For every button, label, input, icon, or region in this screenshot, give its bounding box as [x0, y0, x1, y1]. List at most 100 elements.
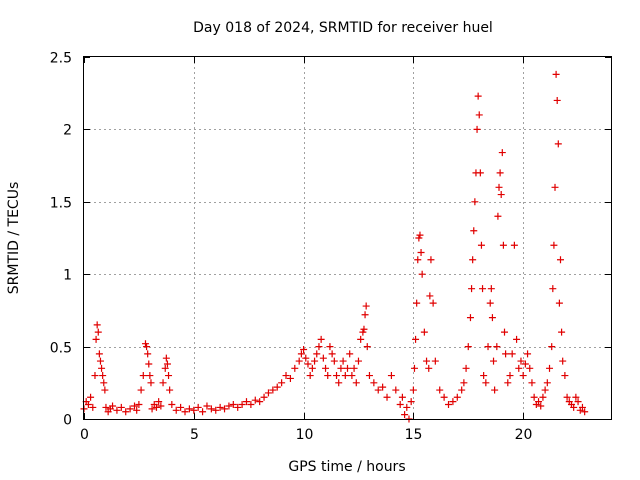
data-point — [494, 212, 502, 220]
data-point — [199, 408, 207, 416]
data-point — [513, 335, 521, 343]
data-point — [504, 379, 512, 387]
data-point — [462, 364, 470, 372]
data-point — [498, 149, 506, 157]
data-point — [333, 372, 341, 380]
data-point — [315, 343, 323, 351]
y-axis-label: SRMTID / TECUs — [6, 182, 22, 295]
data-point — [414, 256, 422, 264]
x-tick-label: 20 — [515, 427, 533, 443]
data-point — [403, 403, 411, 411]
data-point — [374, 386, 382, 394]
data-point — [497, 191, 505, 199]
data-point — [297, 350, 305, 358]
data-point — [401, 411, 409, 419]
data-point — [396, 401, 404, 409]
data-point — [517, 357, 525, 365]
data-point — [555, 299, 563, 307]
data-point — [508, 350, 516, 358]
data-point — [109, 402, 117, 410]
data-point — [537, 402, 545, 410]
data-point — [468, 285, 476, 293]
data-point — [387, 372, 395, 380]
data-point — [528, 379, 536, 387]
data-point — [87, 393, 95, 401]
data-point — [581, 408, 589, 416]
y-tick-label: 2 — [63, 123, 72, 139]
data-point — [409, 386, 417, 394]
data-point — [260, 393, 268, 401]
data-point — [470, 227, 478, 235]
data-point — [482, 379, 490, 387]
data-point — [466, 314, 474, 322]
data-point — [480, 372, 488, 380]
data-point — [348, 372, 356, 380]
data-point — [346, 350, 354, 358]
data-point — [330, 357, 338, 365]
data-point — [117, 403, 125, 411]
data-point — [291, 364, 299, 372]
data-point — [319, 354, 327, 362]
data-point — [464, 343, 472, 351]
data-point — [89, 403, 97, 411]
data-point — [552, 70, 560, 78]
data-point — [344, 364, 351, 372]
data-point — [207, 405, 215, 413]
data-point — [436, 386, 444, 394]
data-point — [256, 398, 264, 406]
data-point — [352, 379, 360, 387]
data-point — [460, 379, 468, 387]
data-point — [410, 364, 418, 372]
data-point — [212, 406, 220, 414]
data-point — [495, 183, 503, 191]
data-point — [361, 311, 369, 319]
data-point — [476, 169, 484, 177]
data-point — [137, 386, 145, 394]
data-point — [418, 270, 426, 278]
data-point — [420, 328, 428, 336]
data-point — [354, 357, 362, 365]
data-point — [453, 393, 461, 401]
data-point — [551, 183, 559, 191]
data-point — [101, 386, 109, 394]
data-point — [131, 402, 139, 410]
data-point — [145, 360, 153, 368]
x-tick-label: 10 — [296, 427, 314, 443]
data-point — [440, 393, 448, 401]
data-point — [506, 372, 514, 380]
data-point — [521, 360, 529, 368]
data-point — [379, 383, 387, 391]
x-tick-label: 15 — [405, 427, 423, 443]
data-point — [133, 406, 141, 414]
data-point — [417, 248, 425, 256]
data-point — [300, 345, 308, 353]
data-point — [429, 299, 437, 307]
data-point — [519, 372, 527, 380]
data-point — [572, 393, 580, 401]
data-point — [159, 379, 167, 387]
y-tick-label: 1.5 — [50, 196, 72, 212]
data-point — [181, 408, 189, 416]
data-point — [113, 406, 121, 414]
data-point — [304, 360, 312, 368]
data-point — [96, 357, 104, 365]
data-point — [185, 405, 193, 413]
data-point — [155, 398, 163, 406]
data-point — [148, 405, 156, 413]
data-point — [144, 350, 152, 358]
data-point — [147, 379, 155, 387]
data-point — [570, 403, 578, 411]
data-point — [491, 386, 499, 394]
data-point — [363, 343, 371, 351]
data-point — [431, 357, 439, 365]
data-point — [100, 379, 108, 387]
data-point — [412, 335, 420, 343]
data-point — [282, 372, 290, 380]
data-point — [530, 393, 538, 401]
data-point — [473, 125, 481, 133]
data-point — [479, 285, 487, 293]
data-point — [126, 405, 134, 413]
data-point — [98, 364, 106, 372]
data-point — [539, 393, 547, 401]
data-point — [423, 357, 431, 365]
